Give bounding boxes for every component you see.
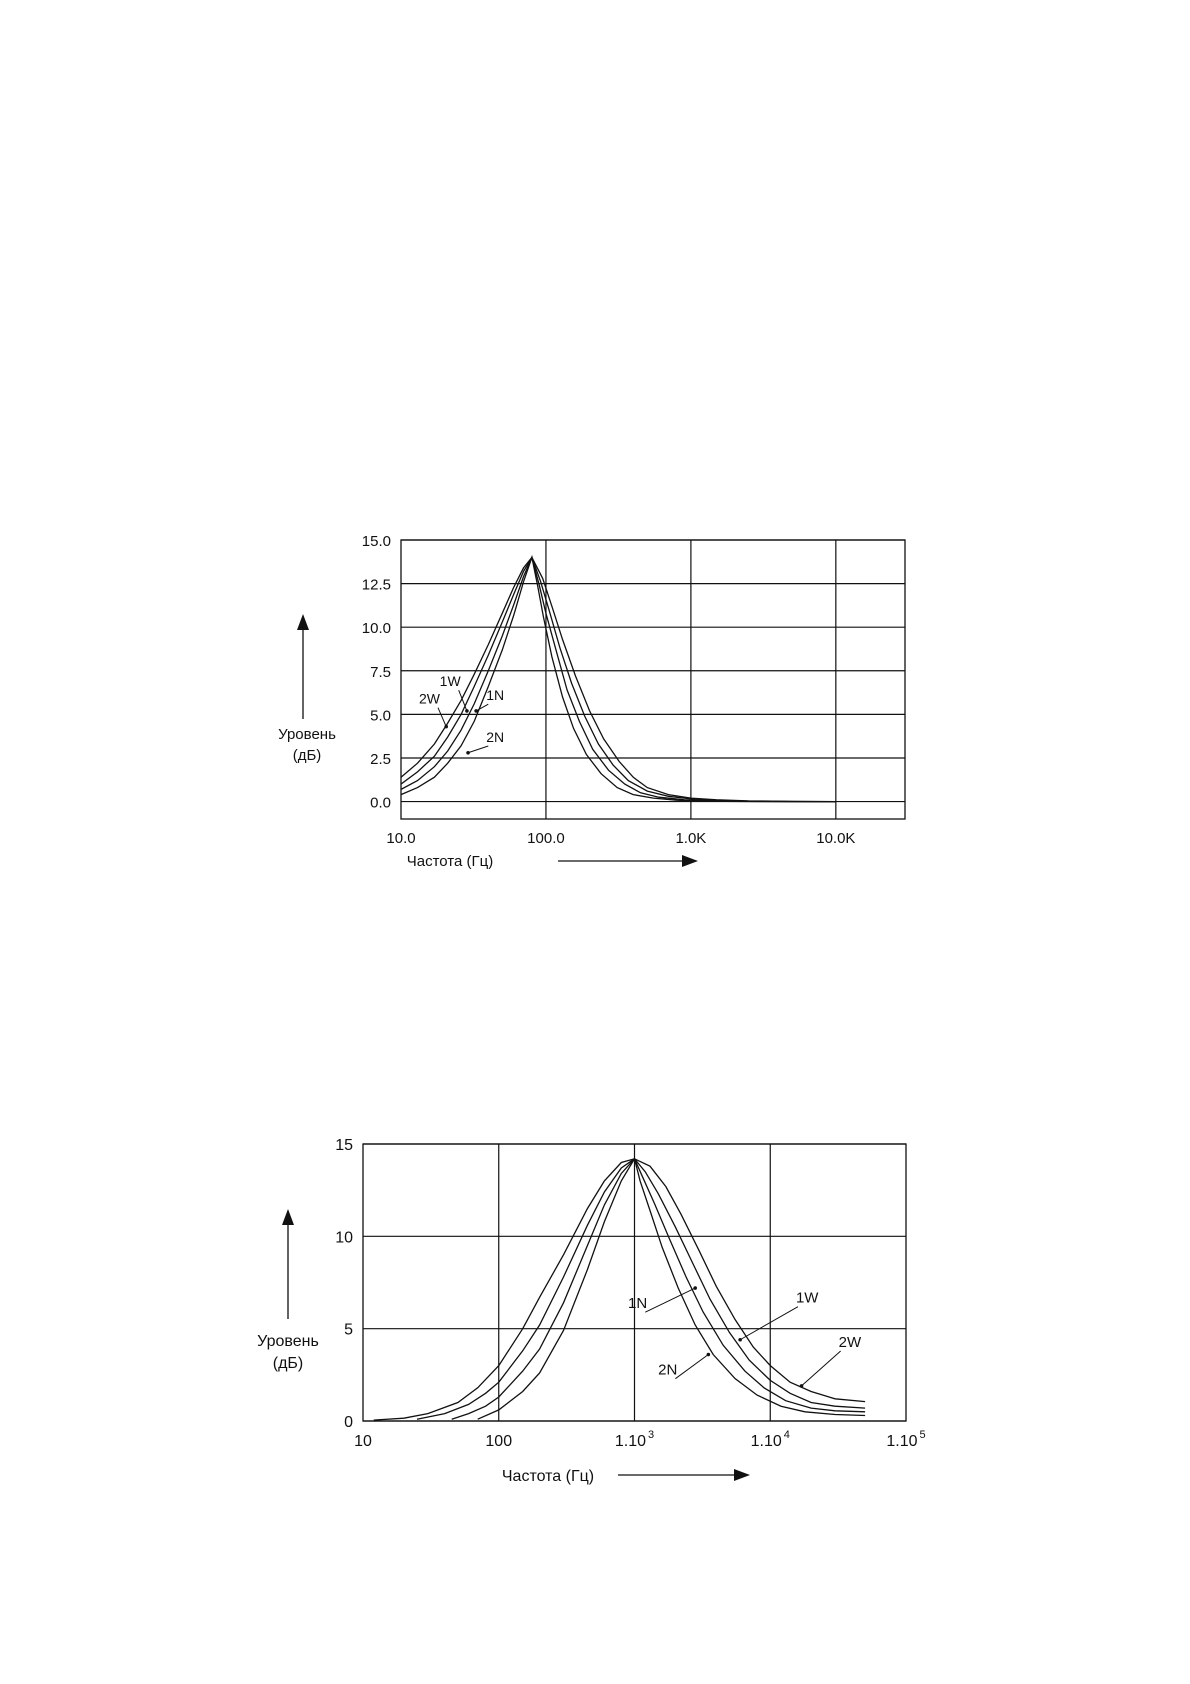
- chart0-x-tick-label: 1.0K: [675, 830, 706, 847]
- chart-1: 0.0 2.5 5.0 7.5 10.0 12.5 15.0 10.0 100.0 1.0K 10.…: [265, 524, 920, 874]
- chart0-series-marker-2n: [466, 750, 470, 755]
- chart1-series-leader-2n: [675, 1354, 709, 1380]
- chart1-series-marker-1n: [693, 1286, 698, 1290]
- chart0-series-label-1w: 1W: [440, 673, 462, 689]
- chart0-x-tick-label: 10.0K: [816, 830, 855, 847]
- chart0-y-axis-arrowhead: [297, 614, 309, 630]
- chart1-series-label-2w: 2W: [839, 1334, 862, 1351]
- chart1-y-axis-label: Уровень: [257, 1333, 319, 1350]
- chart1-series-leader-1n: [645, 1287, 696, 1313]
- chart0-y-tick-label: 7.5: [370, 664, 391, 681]
- chart1-series-marker-2n: [706, 1352, 711, 1357]
- chart0-y-axis-label: Уровень: [278, 726, 336, 743]
- chart1-x-axis-arrowhead: [734, 1469, 750, 1481]
- chart0-x-tick-label: 10.0: [386, 830, 415, 847]
- chart0-y-tick-label: 10.0: [362, 620, 391, 637]
- chart1-series-leader-1w: [739, 1306, 799, 1341]
- chart0-plot-frame: [400, 539, 906, 820]
- chart0-x-axis-arrowhead: [682, 855, 698, 867]
- chart0-series-line-2n: [401, 554, 836, 803]
- chart0-y-axis-label: (дБ): [293, 747, 322, 764]
- chart0-series-marker-2w: [444, 724, 448, 729]
- chart1-x-tick-label: 1.10 4: [751, 1429, 790, 1450]
- chart0-y-tick-label: 15.0: [362, 533, 391, 550]
- chart1-series-marker-1w: [738, 1337, 742, 1342]
- chart1-series-line-1w: [416, 1157, 866, 1420]
- chart0-y-tick-label: 0.0: [370, 795, 391, 812]
- chart1-series-leader-2w: [801, 1350, 841, 1387]
- chart1-x-tick-label: 1.10 5: [886, 1429, 925, 1450]
- chart1-series-label-2n: 2N: [658, 1362, 677, 1379]
- chart0-series-label-2w: 2W: [419, 691, 441, 707]
- chart0-series-marker-1w: [465, 709, 469, 713]
- chart1-x-tick-label: 10: [354, 1433, 372, 1450]
- chart0-series-leader-1w: [458, 690, 468, 712]
- chart0-series-leader-1n: [475, 703, 489, 712]
- chart1-y-tick-label: 5: [344, 1322, 353, 1339]
- chart1-series-line-2w: [373, 1158, 866, 1421]
- chart0-series-marker-1n: [474, 709, 478, 713]
- chart1-y-axis-label: (дБ): [273, 1355, 304, 1372]
- chart1-y-tick-label: 10: [335, 1229, 353, 1246]
- chart0-series-leader-2n: [467, 745, 489, 754]
- chart1-series-line-1n: [451, 1157, 866, 1420]
- chart1-y-axis-arrowhead: [282, 1209, 294, 1225]
- chart1-x-tick-label: 1.10 3: [615, 1429, 654, 1450]
- chart1-series-marker-2w: [799, 1384, 804, 1388]
- chart0-series-line-2w: [401, 556, 836, 803]
- chart0-series-line-1n: [401, 555, 836, 803]
- chart1-y-tick-label: 0: [344, 1414, 353, 1431]
- chart0-y-tick-label: 5.0: [370, 707, 391, 724]
- chart1-x-axis-label: Частота (Гц): [502, 1468, 594, 1485]
- chart0-series-line-1w: [401, 555, 836, 803]
- chart1-y-tick-label: 15: [335, 1137, 353, 1154]
- chart1-series-label-1n: 1N: [628, 1295, 647, 1312]
- chart-2-svg: 0 5 10 15 10 100 1.10 3 1.10 4 1.10 5 1N 2N 1W 2W Уровен…: [257, 1137, 925, 1485]
- chart0-x-tick-label: 100.0: [527, 830, 565, 847]
- chart-1-svg: 0.0 2.5 5.0 7.5 10.0 12.5 15.0 10.0 100.0 1.0K 10.…: [278, 533, 906, 870]
- chart1-series-label-1w: 1W: [796, 1290, 819, 1307]
- chart1-x-tick-label: 100: [485, 1433, 512, 1450]
- chart0-x-axis-label: Частота (Гц): [407, 853, 493, 870]
- chart-2: 0 5 10 15 10 100 1.10 3 1.10 4 1.10 5 1N 2N 1W 2W Уровен…: [243, 1124, 938, 1502]
- chart0-y-tick-label: 2.5: [370, 751, 391, 768]
- chart0-series-label-2n: 2N: [486, 729, 504, 745]
- chart1-series-line-2n: [477, 1157, 866, 1420]
- chart0-y-tick-label: 12.5: [362, 577, 391, 594]
- chart0-series-leader-2w: [437, 707, 447, 727]
- chart0-series-label-1n: 1N: [486, 687, 504, 703]
